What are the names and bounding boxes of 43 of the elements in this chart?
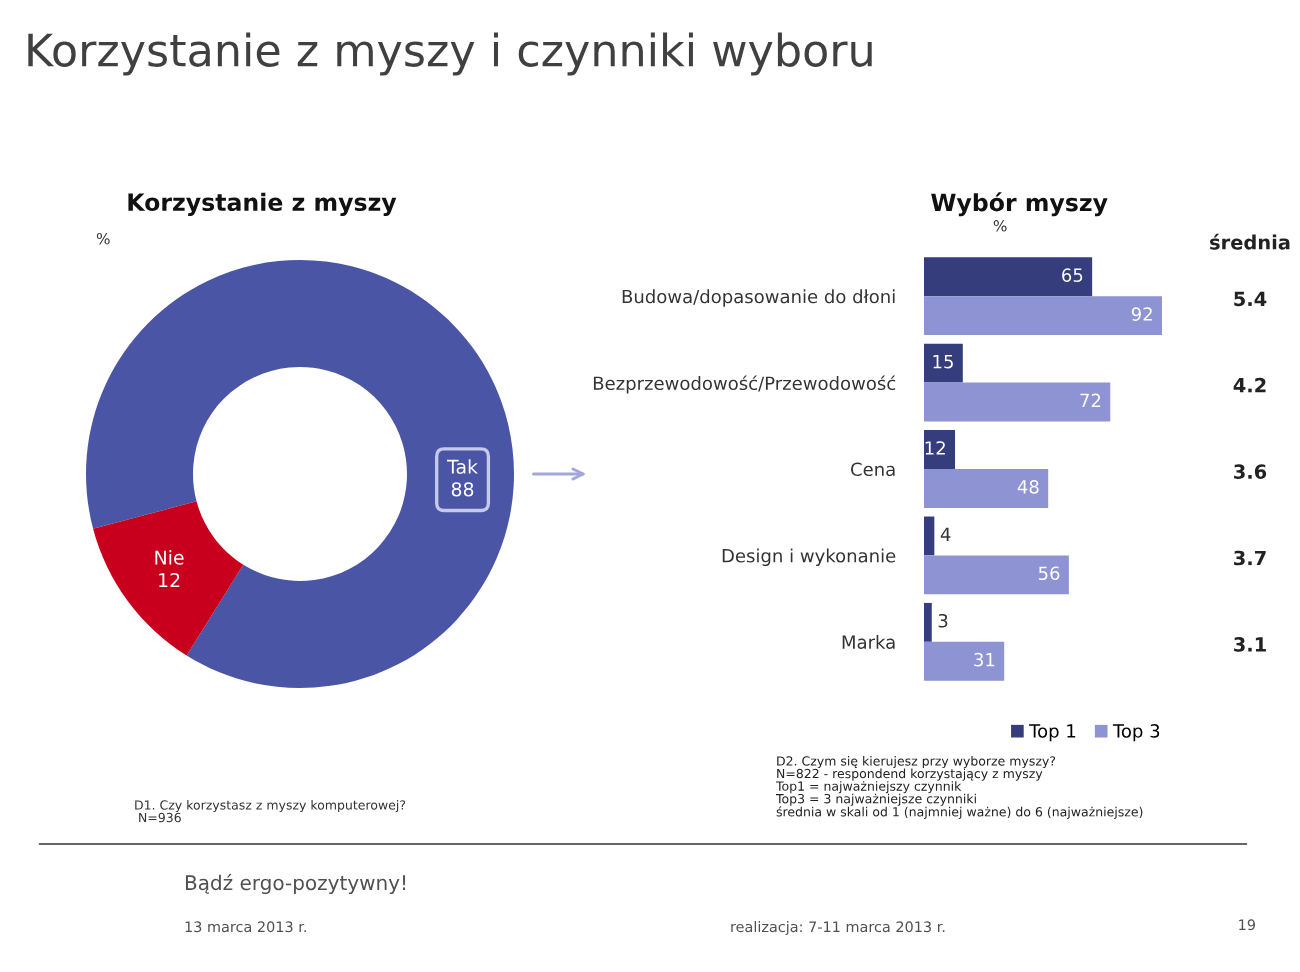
- legend-label: Top 1: [1029, 724, 1076, 742]
- text: 4.2: [1233, 377, 1266, 393]
- slice-label: Nie: [155, 550, 184, 565]
- text: 3.7: [1234, 550, 1266, 566]
- data-label: 3: [938, 613, 948, 628]
- legend-label: Top 3: [1112, 724, 1160, 742]
- data-label: 15: [933, 354, 953, 369]
- data-label: 56: [1038, 566, 1060, 581]
- data-label: 65: [1062, 268, 1083, 282]
- data-label: 12: [159, 573, 180, 588]
- y-tick-label: Marka: [842, 634, 895, 649]
- text: 3.6: [1234, 464, 1267, 479]
- text: Bądź ergo-pozytywny!: [185, 873, 406, 895]
- text: Korzystanie z myszy i czynniki wyboru: [28, 32, 872, 76]
- data-label: 4: [940, 527, 951, 541]
- slice-label: Tak: [447, 459, 478, 474]
- bar: [924, 257, 1093, 297]
- chart-title: Korzystanie z myszy: [128, 192, 397, 216]
- data-label: 92: [1131, 307, 1152, 321]
- chart-title: Wybór myszy: [931, 192, 1108, 217]
- data-label: 12: [925, 441, 945, 455]
- y-tick-label: Design i wykonanie: [722, 548, 896, 567]
- y-tick-label: Cena: [851, 462, 895, 477]
- data-label: 31: [974, 652, 995, 667]
- y-tick-label: Budowa/dopasowanie do dłoni: [622, 289, 895, 307]
- bar: [924, 382, 1111, 422]
- bar: [924, 516, 935, 556]
- text: średnia: [1210, 233, 1290, 250]
- text: 3.1: [1234, 637, 1266, 652]
- data-label: 88: [451, 482, 474, 497]
- data-label: 48: [1017, 480, 1039, 494]
- donut-slice: [93, 501, 244, 656]
- bar: [924, 430, 956, 469]
- bar: [924, 469, 1049, 508]
- bar: [924, 641, 1005, 681]
- text: 5.4: [1234, 291, 1267, 307]
- bar: [924, 555, 1069, 595]
- bar: [924, 343, 963, 383]
- data-label: 72: [1080, 393, 1101, 408]
- donut-slice: [86, 260, 514, 688]
- bar: [924, 602, 932, 642]
- bar: [924, 296, 1162, 336]
- y-tick-label: Bezprzewodowość/Przewodowość: [593, 375, 896, 394]
